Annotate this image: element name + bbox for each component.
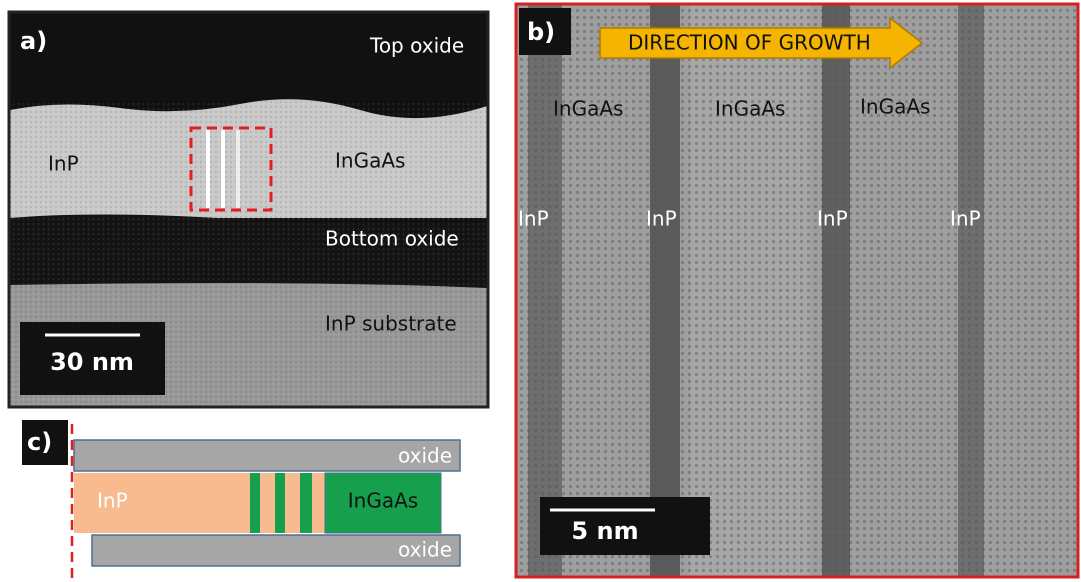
region-label: InGaAs bbox=[335, 149, 405, 173]
layer-label: InP bbox=[97, 489, 128, 513]
layer-label: InP bbox=[817, 207, 848, 231]
ingaas-stripe bbox=[275, 473, 285, 533]
arrow-text: DIRECTION OF GROWTH bbox=[628, 31, 871, 55]
region-label: Top oxide bbox=[369, 34, 464, 58]
panel-label: c) bbox=[27, 428, 52, 456]
layer-label: InGaAs bbox=[860, 95, 930, 119]
page: a) Top oxide InP InGaAs Bottom oxide InP… bbox=[0, 0, 1081, 582]
layer-label: InP bbox=[646, 207, 677, 231]
panel-label: b) bbox=[527, 18, 555, 46]
stripe bbox=[236, 130, 240, 208]
stripe bbox=[206, 130, 210, 208]
region-label: InP substrate bbox=[325, 312, 457, 336]
panel-c: c) oxide InP InGaAs oxide bbox=[22, 420, 460, 578]
layer-label: InGaAs bbox=[553, 97, 623, 121]
layer-label: InGaAs bbox=[348, 489, 418, 513]
scale-text: 30 nm bbox=[50, 348, 134, 376]
layer-label: InP bbox=[950, 207, 981, 231]
lattice bbox=[516, 4, 1078, 577]
ingaas-stripe bbox=[300, 473, 312, 533]
region-label: Bottom oxide bbox=[325, 227, 459, 251]
stripe bbox=[221, 130, 225, 208]
region-label: InP bbox=[48, 152, 79, 176]
panel-b: b) DIRECTION OF GROWTH InGaAs InGaAs InG… bbox=[516, 4, 1078, 577]
panel-label: a) bbox=[20, 27, 47, 55]
figure: a) Top oxide InP InGaAs Bottom oxide InP… bbox=[0, 0, 1081, 582]
panel-a: a) Top oxide InP InGaAs Bottom oxide InP… bbox=[9, 12, 488, 407]
layer-label: InP bbox=[518, 207, 549, 231]
layer-label: oxide bbox=[398, 444, 452, 468]
scale-text: 5 nm bbox=[571, 517, 638, 545]
layer-label: InGaAs bbox=[715, 97, 785, 121]
layer-label: oxide bbox=[398, 538, 452, 562]
ingaas-stripe bbox=[250, 473, 260, 533]
